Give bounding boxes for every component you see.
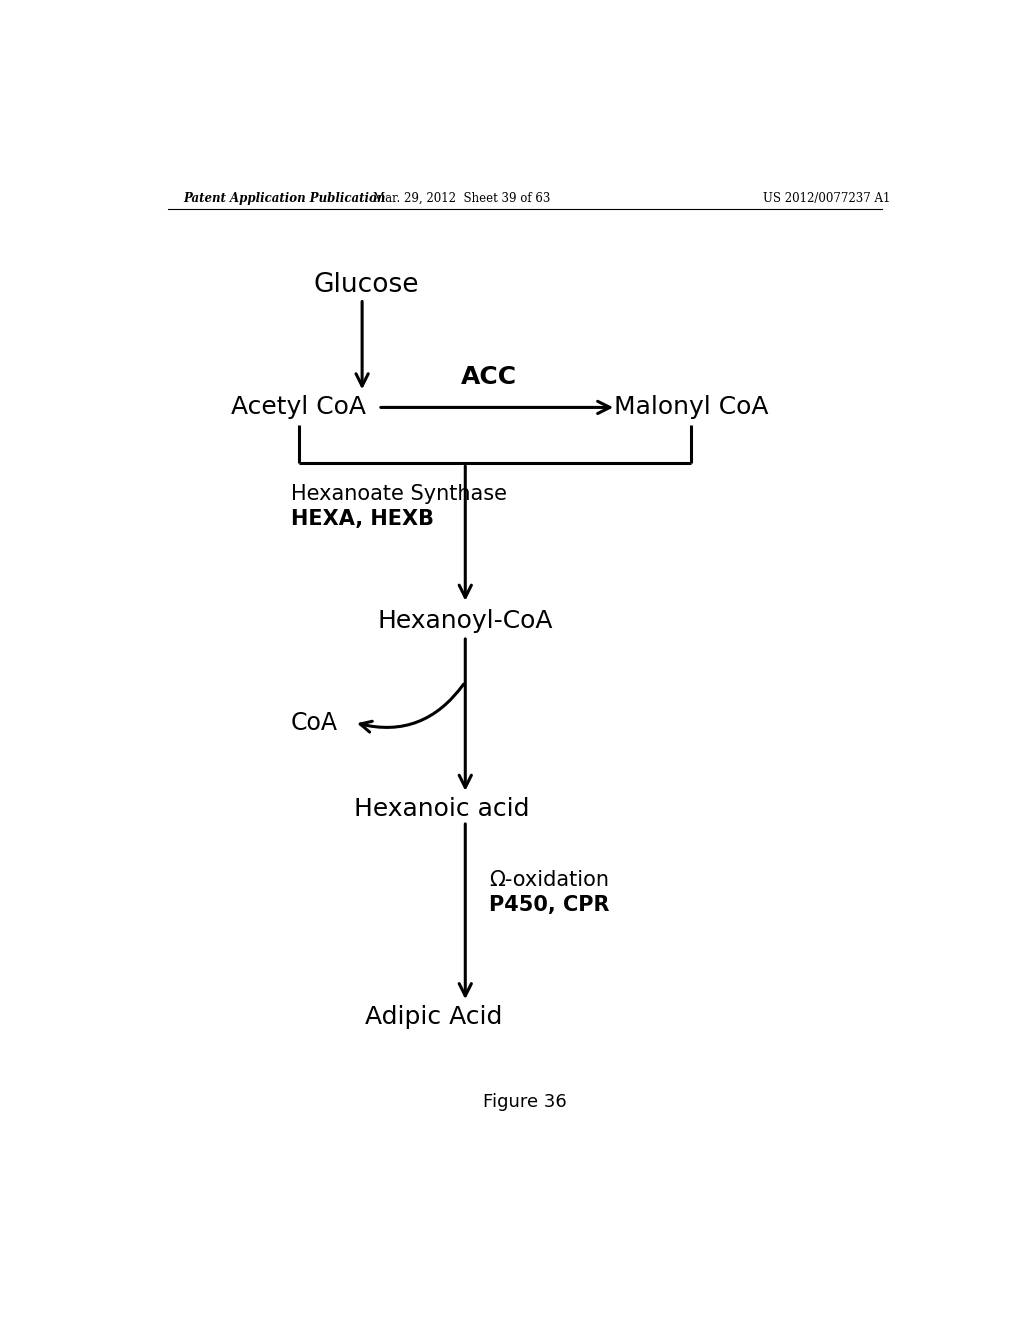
- Text: Hexanoyl-CoA: Hexanoyl-CoA: [378, 609, 553, 632]
- Text: US 2012/0077237 A1: US 2012/0077237 A1: [763, 191, 890, 205]
- Text: CoA: CoA: [291, 710, 338, 734]
- Text: Hexanoate Synthase: Hexanoate Synthase: [291, 484, 507, 504]
- Text: Glucose: Glucose: [313, 272, 419, 298]
- Text: Figure 36: Figure 36: [483, 1093, 566, 1110]
- Text: Adipic Acid: Adipic Acid: [365, 1006, 502, 1030]
- Text: Ω-oxidation: Ω-oxidation: [489, 870, 609, 890]
- Text: Hexanoic acid: Hexanoic acid: [353, 797, 529, 821]
- Text: HEXA, HEXB: HEXA, HEXB: [291, 510, 434, 529]
- Text: Mar. 29, 2012  Sheet 39 of 63: Mar. 29, 2012 Sheet 39 of 63: [373, 191, 550, 205]
- Text: Acetyl CoA: Acetyl CoA: [231, 396, 367, 420]
- Text: P450, CPR: P450, CPR: [489, 895, 609, 916]
- Text: Malonyl CoA: Malonyl CoA: [614, 396, 769, 420]
- Text: ACC: ACC: [461, 364, 517, 389]
- Text: Patent Application Publication: Patent Application Publication: [183, 191, 386, 205]
